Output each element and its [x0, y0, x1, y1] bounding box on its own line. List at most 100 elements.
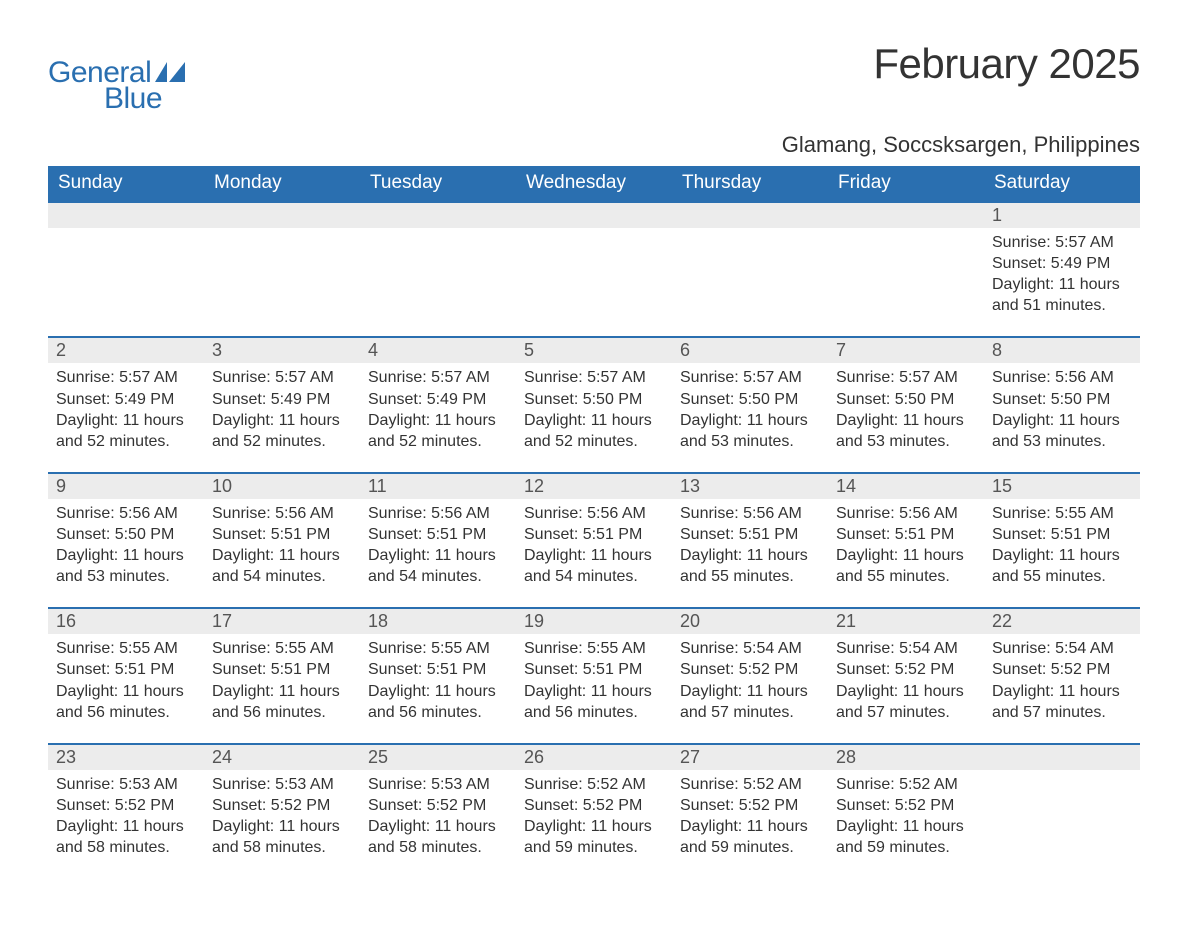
sunrise-line: Sunrise: 5:57 AM [56, 367, 196, 388]
day-number-cell: 24 [204, 744, 360, 770]
daylight-line: Daylight: 11 hours and 56 minutes. [56, 681, 196, 723]
sunrise-line: Sunrise: 5:55 AM [524, 638, 664, 659]
title-block: February 2025 [873, 40, 1140, 88]
daylight-line: Daylight: 11 hours and 53 minutes. [56, 545, 196, 587]
day-number-cell: 19 [516, 608, 672, 634]
day-number-cell: 10 [204, 473, 360, 499]
sunset-line: Sunset: 5:51 PM [524, 524, 664, 545]
day-detail-cell [984, 770, 1140, 878]
sunrise-line: Sunrise: 5:56 AM [524, 503, 664, 524]
day-detail-row: Sunrise: 5:56 AMSunset: 5:50 PMDaylight:… [48, 499, 1140, 608]
day-detail-cell: Sunrise: 5:57 AMSunset: 5:49 PMDaylight:… [204, 363, 360, 472]
day-detail-cell: Sunrise: 5:53 AMSunset: 5:52 PMDaylight:… [48, 770, 204, 878]
sunset-line: Sunset: 5:52 PM [56, 795, 196, 816]
sunset-line: Sunset: 5:51 PM [368, 659, 508, 680]
day-number-cell: 5 [516, 337, 672, 363]
sunrise-line: Sunrise: 5:57 AM [524, 367, 664, 388]
sunset-line: Sunset: 5:51 PM [56, 659, 196, 680]
sunrise-line: Sunrise: 5:57 AM [368, 367, 508, 388]
sunrise-line: Sunrise: 5:56 AM [212, 503, 352, 524]
day-number-cell: 4 [360, 337, 516, 363]
day-detail-cell: Sunrise: 5:52 AMSunset: 5:52 PMDaylight:… [672, 770, 828, 878]
sunset-line: Sunset: 5:52 PM [368, 795, 508, 816]
month-title: February 2025 [873, 40, 1140, 88]
day-detail-cell: Sunrise: 5:54 AMSunset: 5:52 PMDaylight:… [984, 634, 1140, 743]
day-number-cell [360, 202, 516, 228]
day-detail-cell: Sunrise: 5:56 AMSunset: 5:51 PMDaylight:… [360, 499, 516, 608]
day-number-cell: 14 [828, 473, 984, 499]
daylight-line: Daylight: 11 hours and 54 minutes. [212, 545, 352, 587]
daylight-line: Daylight: 11 hours and 52 minutes. [56, 410, 196, 452]
day-detail-cell: Sunrise: 5:52 AMSunset: 5:52 PMDaylight:… [828, 770, 984, 878]
sunset-line: Sunset: 5:51 PM [836, 524, 976, 545]
sunset-line: Sunset: 5:49 PM [992, 253, 1132, 274]
day-detail-cell: Sunrise: 5:56 AMSunset: 5:51 PMDaylight:… [828, 499, 984, 608]
day-detail-cell: Sunrise: 5:57 AMSunset: 5:50 PMDaylight:… [828, 363, 984, 472]
day-number-row: 2345678 [48, 337, 1140, 363]
brand-flag-icon [155, 62, 185, 82]
day-number-cell: 12 [516, 473, 672, 499]
daylight-line: Daylight: 11 hours and 56 minutes. [524, 681, 664, 723]
weekday-header-row: Sunday Monday Tuesday Wednesday Thursday… [48, 166, 1140, 202]
sunset-line: Sunset: 5:51 PM [212, 524, 352, 545]
sunset-line: Sunset: 5:51 PM [212, 659, 352, 680]
sunrise-line: Sunrise: 5:56 AM [56, 503, 196, 524]
day-number-cell [828, 202, 984, 228]
day-number-cell: 20 [672, 608, 828, 634]
weekday-header: Friday [828, 166, 984, 202]
day-number-row: 1 [48, 202, 1140, 228]
sunset-line: Sunset: 5:52 PM [212, 795, 352, 816]
day-detail-cell [516, 228, 672, 337]
day-number-cell: 3 [204, 337, 360, 363]
sunrise-line: Sunrise: 5:53 AM [368, 774, 508, 795]
sunrise-line: Sunrise: 5:56 AM [836, 503, 976, 524]
day-number-cell: 11 [360, 473, 516, 499]
daylight-line: Daylight: 11 hours and 58 minutes. [56, 816, 196, 858]
daylight-line: Daylight: 11 hours and 52 minutes. [368, 410, 508, 452]
sunset-line: Sunset: 5:51 PM [680, 524, 820, 545]
day-detail-cell: Sunrise: 5:57 AMSunset: 5:49 PMDaylight:… [48, 363, 204, 472]
sunrise-line: Sunrise: 5:56 AM [992, 367, 1132, 388]
daylight-line: Daylight: 11 hours and 54 minutes. [368, 545, 508, 587]
location-subtitle: Glamang, Soccsksargen, Philippines [48, 132, 1140, 158]
day-number-cell [48, 202, 204, 228]
day-detail-row: Sunrise: 5:57 AMSunset: 5:49 PMDaylight:… [48, 228, 1140, 337]
daylight-line: Daylight: 11 hours and 58 minutes. [212, 816, 352, 858]
sunrise-line: Sunrise: 5:56 AM [680, 503, 820, 524]
brand-word-2: Blue [104, 84, 185, 114]
sunrise-line: Sunrise: 5:57 AM [680, 367, 820, 388]
day-detail-cell: Sunrise: 5:57 AMSunset: 5:50 PMDaylight:… [672, 363, 828, 472]
day-number-cell [984, 744, 1140, 770]
daylight-line: Daylight: 11 hours and 55 minutes. [992, 545, 1132, 587]
daylight-line: Daylight: 11 hours and 53 minutes. [992, 410, 1132, 452]
day-number-cell: 22 [984, 608, 1140, 634]
day-number-cell [516, 202, 672, 228]
day-number-row: 9101112131415 [48, 473, 1140, 499]
day-detail-cell: Sunrise: 5:57 AMSunset: 5:50 PMDaylight:… [516, 363, 672, 472]
daylight-line: Daylight: 11 hours and 59 minutes. [680, 816, 820, 858]
day-number-cell: 18 [360, 608, 516, 634]
day-number-cell: 15 [984, 473, 1140, 499]
sunrise-line: Sunrise: 5:55 AM [212, 638, 352, 659]
day-detail-row: Sunrise: 5:53 AMSunset: 5:52 PMDaylight:… [48, 770, 1140, 878]
day-number-cell [672, 202, 828, 228]
sunset-line: Sunset: 5:52 PM [680, 795, 820, 816]
sunset-line: Sunset: 5:49 PM [212, 389, 352, 410]
weekday-header: Wednesday [516, 166, 672, 202]
sunset-line: Sunset: 5:52 PM [680, 659, 820, 680]
day-number-cell: 13 [672, 473, 828, 499]
sunrise-line: Sunrise: 5:56 AM [368, 503, 508, 524]
daylight-line: Daylight: 11 hours and 53 minutes. [836, 410, 976, 452]
page-header: General Blue February 2025 [48, 40, 1140, 114]
weekday-header: Saturday [984, 166, 1140, 202]
day-number-cell: 17 [204, 608, 360, 634]
sunrise-line: Sunrise: 5:57 AM [836, 367, 976, 388]
sunrise-line: Sunrise: 5:57 AM [992, 232, 1132, 253]
daylight-line: Daylight: 11 hours and 57 minutes. [680, 681, 820, 723]
sunrise-line: Sunrise: 5:52 AM [836, 774, 976, 795]
sunrise-line: Sunrise: 5:54 AM [992, 638, 1132, 659]
sunrise-line: Sunrise: 5:53 AM [212, 774, 352, 795]
daylight-line: Daylight: 11 hours and 59 minutes. [836, 816, 976, 858]
brand-logo: General Blue [48, 40, 185, 114]
weekday-header: Monday [204, 166, 360, 202]
